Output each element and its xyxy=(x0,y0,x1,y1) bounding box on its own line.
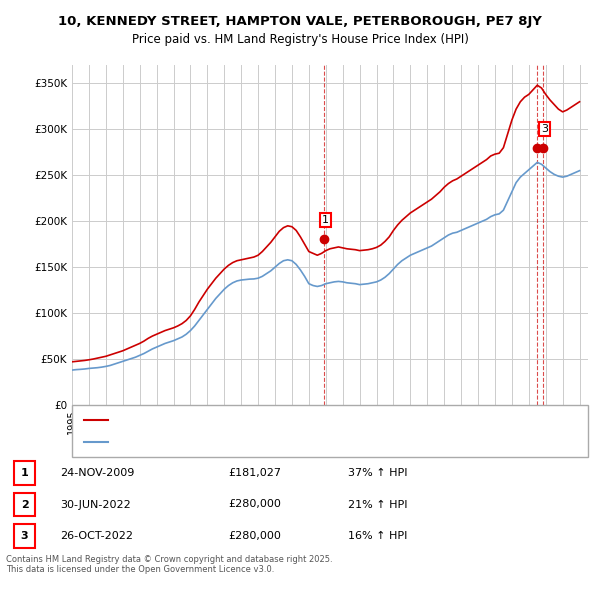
Text: 21% ↑ HPI: 21% ↑ HPI xyxy=(348,500,407,510)
Text: 3: 3 xyxy=(21,531,28,541)
Text: 1: 1 xyxy=(21,468,28,478)
Text: £280,000: £280,000 xyxy=(228,531,281,541)
Text: £280,000: £280,000 xyxy=(228,500,281,510)
Text: HPI: Average price, semi-detached house, City of Peterborough: HPI: Average price, semi-detached house,… xyxy=(117,438,403,447)
Text: 30-JUN-2022: 30-JUN-2022 xyxy=(60,500,131,510)
Text: 1: 1 xyxy=(322,215,329,225)
Text: £181,027: £181,027 xyxy=(228,468,281,478)
Text: 37% ↑ HPI: 37% ↑ HPI xyxy=(348,468,407,478)
Text: Price paid vs. HM Land Registry's House Price Index (HPI): Price paid vs. HM Land Registry's House … xyxy=(131,33,469,46)
Text: 2: 2 xyxy=(21,500,28,510)
Text: Contains HM Land Registry data © Crown copyright and database right 2025.
This d: Contains HM Land Registry data © Crown c… xyxy=(6,555,332,574)
Text: 16% ↑ HPI: 16% ↑ HPI xyxy=(348,531,407,541)
Text: 26-OCT-2022: 26-OCT-2022 xyxy=(60,531,133,541)
Text: 10, KENNEDY STREET, HAMPTON VALE, PETERBOROUGH, PE7 8JY (semi-detached house): 10, KENNEDY STREET, HAMPTON VALE, PETERB… xyxy=(117,415,516,424)
Text: 24-NOV-2009: 24-NOV-2009 xyxy=(60,468,134,478)
Text: 3: 3 xyxy=(541,124,548,134)
Text: 10, KENNEDY STREET, HAMPTON VALE, PETERBOROUGH, PE7 8JY: 10, KENNEDY STREET, HAMPTON VALE, PETERB… xyxy=(58,15,542,28)
